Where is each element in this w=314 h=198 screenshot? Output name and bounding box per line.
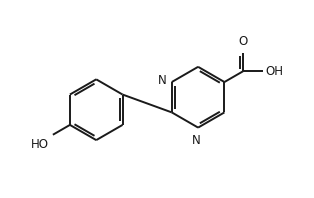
- Text: OH: OH: [266, 65, 284, 78]
- Text: O: O: [238, 35, 248, 49]
- Text: N: N: [158, 74, 167, 87]
- Text: HO: HO: [31, 138, 49, 151]
- Text: N: N: [192, 134, 201, 147]
